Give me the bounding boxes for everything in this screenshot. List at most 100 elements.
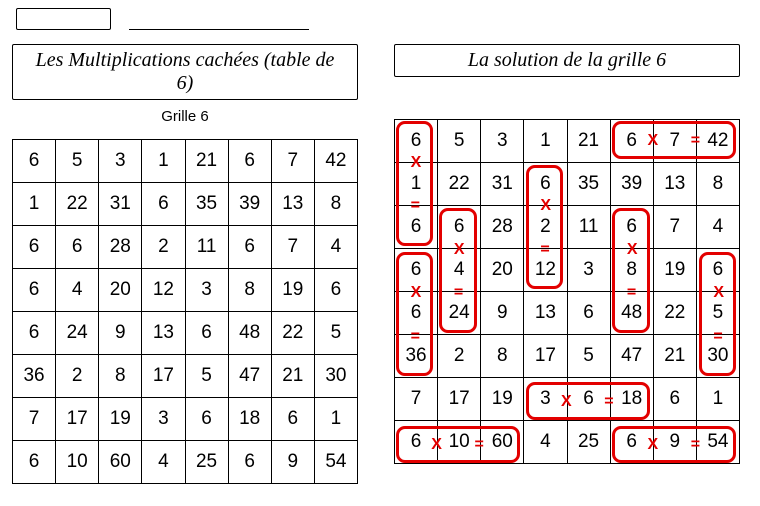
grid-cell: 35 [185, 183, 228, 226]
grid-cell: 22 [438, 163, 481, 206]
grid-cell: 6 [142, 183, 185, 226]
grid-cell: 25 [185, 441, 228, 484]
grid-cell: 12 [524, 249, 567, 292]
grid-cell: 21 [653, 335, 696, 378]
grid-cell: 1 [696, 378, 739, 421]
grid-cell: 28 [481, 206, 524, 249]
grid-cell: 7 [653, 120, 696, 163]
grid-cell: 6 [610, 120, 653, 163]
grid-cell: 17 [142, 355, 185, 398]
grid-cell: 6 [395, 421, 438, 464]
grid-cell: 22 [56, 183, 99, 226]
grid-cell: 13 [271, 183, 314, 226]
grid-cell: 30 [314, 355, 357, 398]
grid-cell: 39 [228, 183, 271, 226]
grid-cell: 9 [653, 421, 696, 464]
grid-cell: 31 [481, 163, 524, 206]
grid-cell: 3 [185, 269, 228, 312]
grid-cell: 8 [481, 335, 524, 378]
grid-cell: 24 [56, 312, 99, 355]
grid-cell: 36 [395, 335, 438, 378]
grid-cell: 6 [13, 226, 56, 269]
puzzle-grid-wrap: 6531216742122316353913866282116746420123… [12, 139, 358, 484]
grid-cell: 6 [610, 421, 653, 464]
grid-cell: 1 [13, 183, 56, 226]
grid-cell: 9 [99, 312, 142, 355]
grid-cell: 19 [481, 378, 524, 421]
grid-cell: 21 [185, 140, 228, 183]
grid-cell: 35 [567, 163, 610, 206]
name-input-box[interactable] [16, 8, 111, 30]
grid-cell: 6 [395, 206, 438, 249]
grid-cell: 6 [271, 398, 314, 441]
grid-cell: 5 [696, 292, 739, 335]
grid-cell: 17 [56, 398, 99, 441]
grid-cell: 13 [653, 163, 696, 206]
grid-cell: 4 [56, 269, 99, 312]
grid-cell: 5 [314, 312, 357, 355]
grid-cell: 3 [142, 398, 185, 441]
grid-cell: 21 [271, 355, 314, 398]
grid-cell: 6 [13, 269, 56, 312]
grid-cell: 48 [610, 292, 653, 335]
grid-cell: 18 [610, 378, 653, 421]
grid-cell: 6 [395, 249, 438, 292]
grid-cell: 19 [99, 398, 142, 441]
grid-cell: 36 [13, 355, 56, 398]
grid-cell: 7 [13, 398, 56, 441]
grid-cell: 31 [99, 183, 142, 226]
grid-cell: 48 [228, 312, 271, 355]
grid-cell: 6 [610, 206, 653, 249]
grid-cell: 6 [567, 378, 610, 421]
grid-cell: 4 [696, 206, 739, 249]
grid-cell: 8 [314, 183, 357, 226]
grid-cell: 9 [271, 441, 314, 484]
grid-cell: 6 [438, 206, 481, 249]
grid-cell: 2 [56, 355, 99, 398]
grid-cell: 17 [524, 335, 567, 378]
grid-cell: 5 [185, 355, 228, 398]
grid-cell: 3 [567, 249, 610, 292]
puzzle-column: Les Multiplications cachées (table de 6)… [12, 44, 358, 484]
grid-cell: 5 [567, 335, 610, 378]
grid-cell: 13 [142, 312, 185, 355]
grid-cell: 6 [228, 140, 271, 183]
left-subtitle: Grille 6 [12, 108, 358, 125]
grid-cell: 20 [481, 249, 524, 292]
right-title: La solution de la grille 6 [394, 44, 740, 77]
grid-cell: 19 [653, 249, 696, 292]
grid-cell: 6 [56, 226, 99, 269]
grid-cell: 47 [228, 355, 271, 398]
grid-cell: 24 [438, 292, 481, 335]
grid-cell: 6 [567, 292, 610, 335]
grid-cell: 22 [653, 292, 696, 335]
grid-cell: 4 [524, 421, 567, 464]
grid-cell: 10 [56, 441, 99, 484]
grid-cell: 42 [314, 140, 357, 183]
grid-cell: 30 [696, 335, 739, 378]
date-input-line[interactable] [129, 12, 309, 30]
grid-cell: 4 [314, 226, 357, 269]
grid-cell: 3 [524, 378, 567, 421]
grid-cell: 18 [228, 398, 271, 441]
grid-cell: 6 [653, 378, 696, 421]
grid-cell: 8 [99, 355, 142, 398]
grid-cell: 5 [438, 120, 481, 163]
solution-column: La solution de la grille 6 6531216742122… [394, 44, 740, 484]
grid-cell: 21 [567, 120, 610, 163]
grid-cell: 4 [142, 441, 185, 484]
puzzle-grid: 6531216742122316353913866282116746420123… [12, 139, 358, 484]
grid-cell: 5 [56, 140, 99, 183]
grid-cell: 13 [524, 292, 567, 335]
grid-cell: 7 [271, 140, 314, 183]
grid-cell: 2 [524, 206, 567, 249]
grid-cell: 60 [481, 421, 524, 464]
grid-cell: 9 [481, 292, 524, 335]
grid-cell: 54 [696, 421, 739, 464]
grid-cell: 2 [438, 335, 481, 378]
grid-cell: 1 [524, 120, 567, 163]
grid-cell: 4 [438, 249, 481, 292]
grid-cell: 6 [228, 441, 271, 484]
grid-cell: 6 [228, 226, 271, 269]
grid-cell: 1 [395, 163, 438, 206]
